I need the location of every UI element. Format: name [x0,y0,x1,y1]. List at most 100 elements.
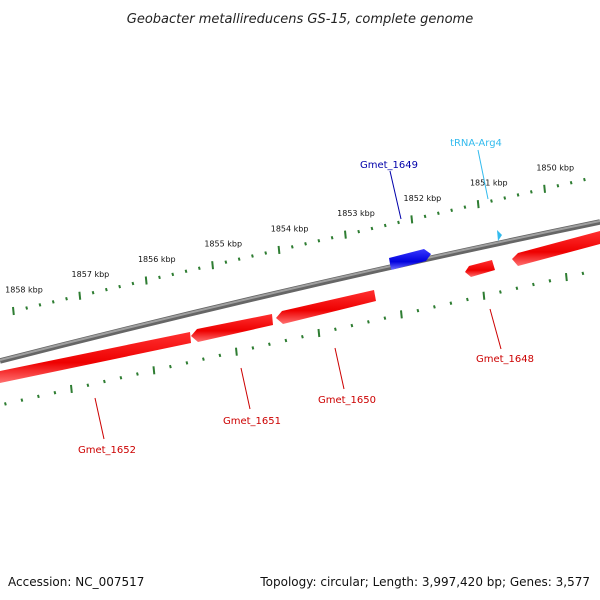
inner-major-tick [317,328,321,338]
outer-minor-tick [118,284,122,289]
outer-minor-tick [251,254,254,258]
outer-minor-tick [423,214,427,219]
gmet-1649-callout [389,170,402,220]
inner-minor-tick [86,383,90,387]
inner-minor-tick [532,282,535,287]
inner-minor-tick [350,323,354,328]
outer-major-tick [410,215,414,224]
inner-tick-ruler [4,271,585,406]
outer-minor-tick [357,229,361,234]
gene-gmet-1648-a[interactable] [465,260,495,277]
gmet-1649-label: Gmet_1649 [360,160,418,171]
inner-minor-tick [103,379,106,384]
gene-gmet-1650[interactable] [276,290,376,324]
outer-minor-tick [450,208,454,212]
inner-minor-tick [268,342,271,346]
outer-minor-tick [569,180,573,185]
gmet-1651-label: Gmet_1651 [223,416,281,427]
outer-major-tick [476,200,480,209]
outer-minor-tick [529,190,533,194]
outer-minor-tick [25,306,29,310]
outer-minor-tick [65,297,68,301]
outer-minor-tick [304,242,307,246]
inner-major-tick [152,366,156,375]
gene-gmet-1648-b[interactable] [512,231,600,266]
outer-minor-tick [370,226,374,231]
gmet-1651-callout [240,367,251,410]
inner-minor-tick [53,390,57,395]
tick-label: 1851 kbp [470,179,508,188]
genome-backbone-highlight [0,220,600,361]
outer-major-tick [78,291,82,300]
gmet-1652-callout [94,397,105,440]
inner-minor-tick [169,364,172,369]
gene-gmet-1649[interactable] [389,249,431,270]
outer-minor-tick [91,290,95,295]
tick-label: 1850 kbp [536,163,574,172]
outer-minor-tick [237,257,241,261]
genome-summary-text: Topology: circular; Length: 3,997,420 bp… [259,575,590,589]
inner-minor-tick [20,398,24,402]
outer-minor-tick [436,211,440,216]
outer-minor-tick [503,196,507,200]
outer-minor-tick [397,220,400,225]
gmet-1648-callout [489,308,502,350]
outer-minor-tick [51,300,55,304]
inner-minor-tick [119,376,123,380]
trna-arg4-label: tRNA-Arg4 [450,138,502,149]
gmet-1650-callout [334,347,345,390]
gene-gmet-1652[interactable] [0,332,191,383]
outer-minor-tick [556,184,560,188]
outer-minor-tick [264,251,268,255]
gmet-1650-label: Gmet_1650 [318,395,376,406]
outer-minor-tick [158,275,161,280]
gene-gmet-1651[interactable] [191,314,273,342]
accession-text: Accession: NC_007517 [8,575,144,589]
inner-minor-tick [218,353,222,358]
gmet-1648-label: Gmet_1648 [476,354,534,365]
inner-major-tick [235,347,238,356]
outer-minor-tick [184,269,188,274]
genome-backbone [0,219,600,364]
outer-minor-tick [317,239,321,243]
inner-minor-tick [284,338,288,343]
inner-minor-tick [185,361,189,365]
tick-label: 1853 kbp [337,209,375,218]
tick-label: 1857 kbp [72,270,110,279]
tick-label: 1852 kbp [404,194,442,203]
inner-minor-tick [136,372,139,376]
outer-minor-tick [224,260,228,264]
outer-minor-tick [197,266,201,271]
outer-tick-ruler: 1858 kbp 1857 kbp 1856 kbp 1855 kbp 1854 kbp… [5,163,586,316]
inner-major-tick [400,310,403,319]
outer-major-tick [543,184,546,193]
inner-minor-tick [581,271,585,276]
inner-minor-tick [548,279,552,283]
inner-minor-tick [383,316,387,320]
tick-label: 1854 kbp [271,224,309,233]
outer-minor-tick [516,193,520,197]
inner-major-tick [482,291,486,300]
outer-minor-tick [171,272,175,277]
inner-minor-tick [449,301,453,305]
outer-minor-tick [490,199,493,203]
inner-minor-tick [202,357,205,361]
outer-major-tick [277,245,281,255]
outer-minor-tick [330,235,334,240]
inner-minor-tick [433,305,436,309]
trna-arg4-marker[interactable] [497,230,502,241]
map-title: Geobacter metallireducens GS-15, complet… [127,12,473,27]
inner-minor-tick [466,297,469,302]
outer-minor-tick [38,303,42,307]
inner-minor-tick [37,394,40,399]
inner-minor-tick [301,334,304,339]
outer-minor-tick [131,281,135,286]
inner-major-tick [70,384,73,394]
inner-minor-tick [251,346,255,350]
outer-minor-tick [383,223,387,228]
outer-major-tick [12,306,15,316]
inner-minor-tick [334,327,337,332]
outer-major-tick [344,230,347,239]
tick-label: 1856 kbp [138,255,176,264]
